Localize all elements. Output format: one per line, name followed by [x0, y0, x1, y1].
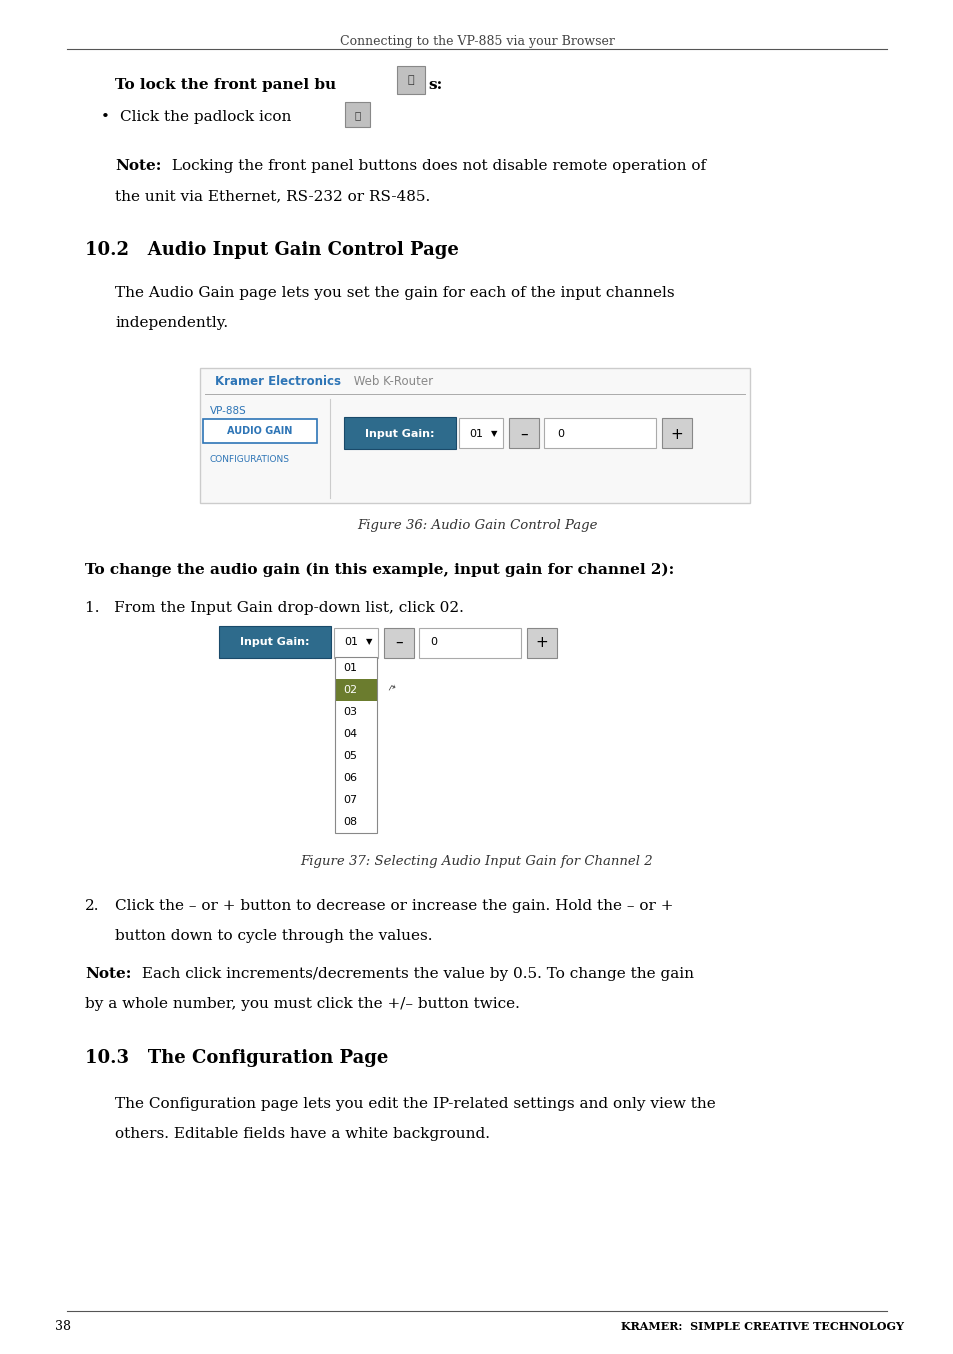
- FancyBboxPatch shape: [335, 811, 376, 833]
- Text: Kramer Electronics: Kramer Electronics: [214, 375, 340, 387]
- Text: 1.   From the Input Gain drop-down list, click 02.: 1. From the Input Gain drop-down list, c…: [85, 601, 463, 615]
- Text: ↱: ↱: [385, 684, 396, 696]
- Text: 02: 02: [343, 685, 356, 695]
- Text: +: +: [535, 635, 548, 650]
- Text: +: +: [670, 427, 682, 441]
- Text: button down to cycle through the values.: button down to cycle through the values.: [115, 929, 432, 942]
- Text: 05: 05: [343, 751, 356, 761]
- Text: ▼: ▼: [365, 638, 372, 646]
- FancyBboxPatch shape: [335, 789, 376, 811]
- FancyBboxPatch shape: [335, 657, 376, 678]
- FancyBboxPatch shape: [334, 628, 377, 658]
- FancyBboxPatch shape: [396, 66, 424, 93]
- FancyBboxPatch shape: [384, 628, 414, 658]
- FancyBboxPatch shape: [335, 745, 376, 766]
- FancyBboxPatch shape: [335, 766, 376, 789]
- FancyBboxPatch shape: [335, 701, 376, 723]
- Text: 01: 01: [343, 663, 356, 673]
- Text: Each click increments/decrements the value by 0.5. To change the gain: Each click increments/decrements the val…: [137, 967, 693, 982]
- Text: 🔒: 🔒: [354, 110, 360, 121]
- FancyBboxPatch shape: [458, 418, 502, 448]
- Text: –: –: [519, 427, 527, 441]
- FancyBboxPatch shape: [526, 628, 557, 658]
- Text: 10.2   Audio Input Gain Control Page: 10.2 Audio Input Gain Control Page: [85, 241, 458, 259]
- Text: Figure 37: Selecting Audio Input Gain for Channel 2: Figure 37: Selecting Audio Input Gain fo…: [300, 854, 653, 868]
- Text: •: •: [101, 110, 110, 125]
- Text: To lock the front panel bu: To lock the front panel bu: [115, 79, 335, 92]
- Text: The Audio Gain page lets you set the gain for each of the input channels: The Audio Gain page lets you set the gai…: [115, 286, 674, 301]
- FancyBboxPatch shape: [661, 418, 691, 448]
- Text: Input Gain:: Input Gain:: [240, 636, 310, 647]
- FancyBboxPatch shape: [335, 723, 376, 745]
- Text: 03: 03: [343, 707, 356, 718]
- Text: CONFIGURATIONS: CONFIGURATIONS: [210, 455, 290, 463]
- Text: Note:: Note:: [115, 158, 161, 173]
- Text: VP-88S: VP-88S: [210, 406, 247, 416]
- FancyBboxPatch shape: [509, 418, 538, 448]
- Text: AUDIO GAIN: AUDIO GAIN: [227, 427, 293, 436]
- Text: 10.3   The Configuration Page: 10.3 The Configuration Page: [85, 1049, 388, 1067]
- Text: 2.: 2.: [85, 899, 99, 913]
- Text: 0: 0: [557, 429, 563, 439]
- Text: others. Editable fields have a white background.: others. Editable fields have a white bac…: [115, 1127, 490, 1141]
- Text: Locking the front panel buttons does not disable remote operation of: Locking the front panel buttons does not…: [167, 158, 705, 173]
- FancyBboxPatch shape: [200, 368, 749, 502]
- FancyBboxPatch shape: [203, 418, 316, 443]
- Text: –: –: [395, 635, 402, 650]
- FancyBboxPatch shape: [219, 626, 331, 658]
- Text: by a whole number, you must click the +/– button twice.: by a whole number, you must click the +/…: [85, 997, 519, 1011]
- Text: the unit via Ethernet, RS-232 or RS-485.: the unit via Ethernet, RS-232 or RS-485.: [115, 190, 430, 203]
- Text: To change the audio gain (in this example, input gain for channel 2):: To change the audio gain (in this exampl…: [85, 563, 674, 577]
- Text: 08: 08: [343, 816, 356, 827]
- Text: The Configuration page lets you edit the IP-related settings and only view the: The Configuration page lets you edit the…: [115, 1097, 715, 1112]
- Text: Click the padlock icon: Click the padlock icon: [120, 110, 291, 125]
- FancyBboxPatch shape: [335, 678, 376, 701]
- FancyBboxPatch shape: [344, 417, 456, 450]
- FancyBboxPatch shape: [543, 418, 656, 448]
- Text: Figure 36: Audio Gain Control Page: Figure 36: Audio Gain Control Page: [356, 519, 597, 532]
- Text: Click the – or + button to decrease or increase the gain. Hold the – or +: Click the – or + button to decrease or i…: [115, 899, 673, 913]
- Text: 01: 01: [344, 636, 357, 647]
- Text: 0: 0: [430, 636, 436, 647]
- Text: Web K-Router: Web K-Router: [350, 375, 433, 387]
- Text: 38: 38: [55, 1320, 71, 1332]
- Text: 🔒: 🔒: [407, 74, 414, 85]
- Text: 06: 06: [343, 773, 356, 783]
- Text: Input Gain:: Input Gain:: [365, 429, 435, 439]
- Text: Connecting to the VP-885 via your Browser: Connecting to the VP-885 via your Browse…: [339, 35, 614, 49]
- FancyBboxPatch shape: [418, 628, 520, 658]
- Text: KRAMER:  SIMPLE CREATIVE TECHNOLOGY: KRAMER: SIMPLE CREATIVE TECHNOLOGY: [620, 1320, 903, 1331]
- Text: independently.: independently.: [115, 315, 228, 330]
- Text: ▼: ▼: [490, 429, 497, 439]
- Text: Note:: Note:: [85, 967, 132, 982]
- Text: 04: 04: [343, 728, 356, 739]
- Text: 07: 07: [343, 795, 356, 806]
- Text: 01: 01: [469, 429, 482, 439]
- Text: s:: s:: [428, 79, 442, 92]
- FancyBboxPatch shape: [345, 102, 370, 127]
